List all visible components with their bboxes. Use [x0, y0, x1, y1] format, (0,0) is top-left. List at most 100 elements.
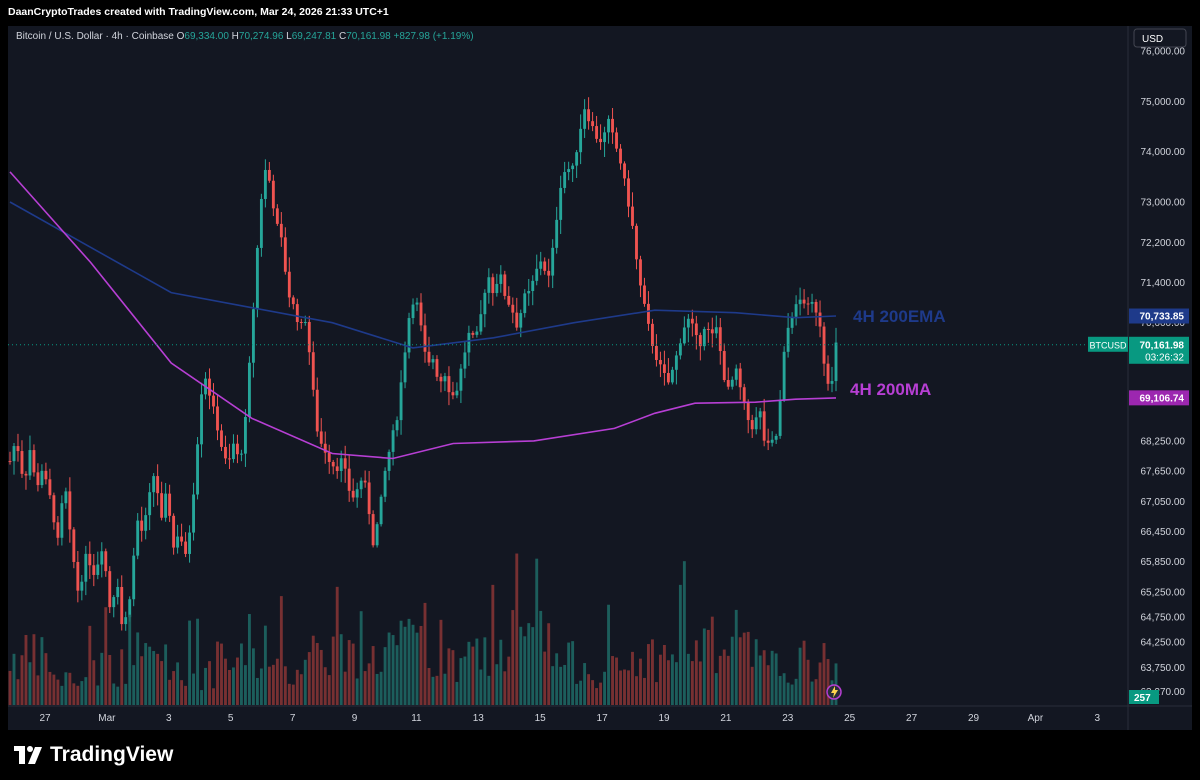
x-tick-label: 21 [720, 713, 732, 724]
volume-bar [427, 667, 431, 705]
volume-bar [730, 636, 734, 705]
candle-body [583, 109, 587, 129]
candle-body [734, 368, 738, 380]
volume-bar [531, 627, 535, 705]
volume-bar [275, 658, 279, 705]
volume-bar [431, 676, 435, 705]
candle-body [467, 332, 471, 353]
volume-bar [32, 634, 36, 705]
candle-body [375, 524, 379, 546]
candle-body [547, 270, 551, 276]
volume-bar [20, 655, 24, 705]
candle-body [662, 364, 666, 374]
volume-bar [180, 680, 184, 705]
candle-body [371, 514, 375, 546]
candle-body [782, 351, 786, 400]
volume-bar [722, 649, 726, 705]
volume-bar [407, 618, 411, 705]
svg-text:BTCUSD: BTCUSD [1089, 340, 1127, 350]
candle-body [16, 446, 20, 452]
candle-body [611, 118, 614, 133]
y-tick-label: 65,250.00 [1141, 587, 1186, 598]
candle-body [88, 553, 92, 566]
candle-body [24, 473, 28, 476]
tradingview-logo: TradingView [14, 740, 173, 770]
svg-text:69,106.74: 69,106.74 [1140, 393, 1185, 404]
candle-body [690, 318, 694, 324]
x-tick-label: 13 [473, 713, 485, 724]
y-tick-label: 72,200.00 [1141, 238, 1186, 249]
candle-body [132, 555, 136, 600]
candle-body [531, 280, 535, 292]
candle-body [834, 342, 838, 382]
candle-body [275, 208, 279, 224]
volume-bar [806, 659, 810, 705]
volume-bar [311, 635, 315, 705]
candle-body [758, 411, 762, 418]
candle-body [631, 206, 634, 226]
candle-body [108, 571, 112, 608]
volume-bar [240, 643, 243, 705]
x-tick-label: 17 [597, 713, 609, 724]
candle-body [220, 430, 223, 447]
volume-bar [216, 641, 219, 705]
volume-bar [188, 620, 192, 705]
volume-bar [742, 632, 746, 705]
volume-bar [295, 669, 299, 705]
volume-bar [647, 644, 650, 705]
candle-body [339, 458, 343, 472]
candle-body [216, 406, 219, 431]
volume-bar [327, 675, 331, 705]
volume-bar [128, 614, 132, 705]
candle-body [591, 121, 595, 127]
candle-body [64, 491, 68, 504]
candle-body [144, 515, 148, 531]
y-tick-label: 76,000.00 [1141, 47, 1186, 58]
volume-bar [682, 561, 686, 705]
volume-bar [643, 677, 646, 705]
candle-body [295, 304, 299, 323]
lightning-icon[interactable] [826, 684, 842, 700]
x-tick-label: Apr [1028, 713, 1044, 724]
candle-body [503, 274, 507, 296]
volume-bar [651, 639, 654, 705]
candle-body [543, 261, 547, 271]
candle-body [774, 435, 778, 440]
volume-bar [539, 610, 543, 705]
volume-bar [447, 648, 451, 705]
candle-body [463, 352, 467, 369]
volume-bar [455, 681, 459, 705]
volume-bar [228, 669, 231, 705]
ohlc-legend: Bitcoin / U.S. Dollar · 4h · Coinbase O6… [16, 31, 474, 42]
volume-bar [387, 632, 391, 705]
candle-body [686, 318, 690, 328]
volume-bar [615, 657, 618, 705]
candle-body [32, 450, 36, 473]
volume-bar [706, 629, 710, 705]
candle-body [307, 322, 311, 353]
volume-bar [132, 665, 136, 705]
candle-body [507, 295, 511, 305]
y-tick-label: 68,250.00 [1141, 436, 1186, 447]
y-tick-label: 63,750.00 [1141, 663, 1186, 674]
candle-body [247, 362, 251, 418]
candle-countdown: 03:26:32 [1145, 352, 1184, 363]
volume-bar [391, 635, 395, 705]
candle-body [595, 126, 599, 139]
currency-button[interactable]: USD [1133, 28, 1187, 48]
y-tick-label: 74,000.00 [1141, 147, 1186, 158]
volume-bar [263, 625, 267, 705]
volume-bar [822, 643, 826, 705]
candle-body [523, 293, 527, 314]
volume-bar [782, 673, 786, 705]
candle-body [76, 561, 80, 591]
volume-bar [583, 663, 587, 705]
candle-body [674, 355, 678, 370]
volume-bar [547, 623, 551, 705]
volume-bar [698, 661, 702, 705]
volume-bar [754, 639, 758, 705]
volume-bar [140, 656, 144, 705]
volume-bar [12, 653, 16, 705]
volume-bar [383, 647, 387, 705]
